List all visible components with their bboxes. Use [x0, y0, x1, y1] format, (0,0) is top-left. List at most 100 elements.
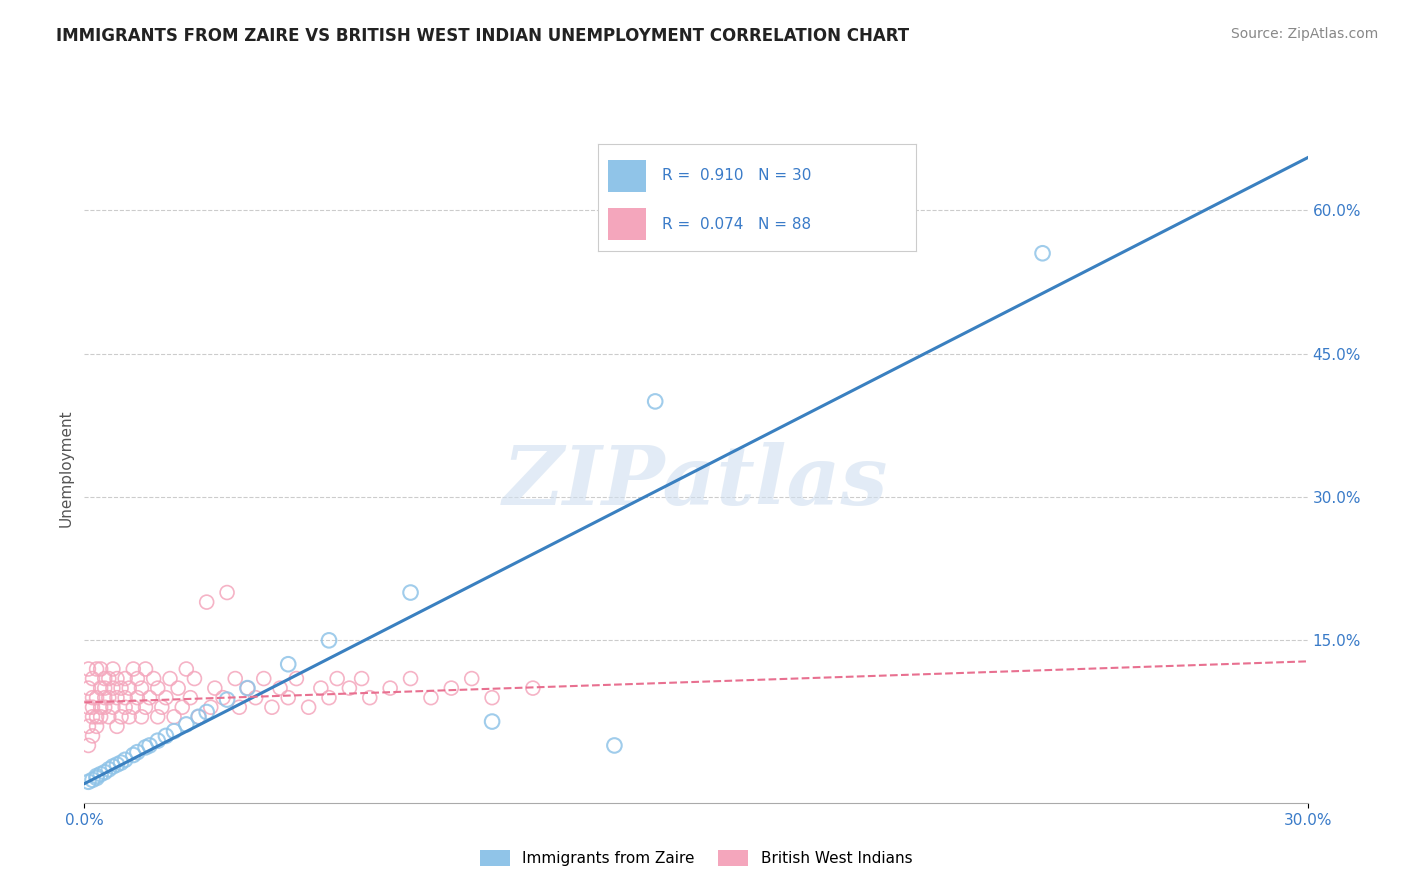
- Point: [82, 772, 104, 787]
- Point: [90, 700, 112, 714]
- Point: [217, 692, 239, 706]
- Point: [93, 690, 117, 705]
- Point: [110, 681, 132, 695]
- Point: [114, 700, 136, 714]
- Point: [105, 672, 128, 686]
- Point: [122, 747, 145, 762]
- Point: [138, 739, 160, 753]
- Point: [339, 681, 361, 695]
- Point: [90, 681, 112, 695]
- Point: [420, 690, 443, 705]
- Point: [90, 767, 112, 781]
- Point: [277, 657, 299, 672]
- Point: [167, 681, 190, 695]
- Point: [127, 672, 149, 686]
- Point: [309, 681, 332, 695]
- Point: [101, 700, 124, 714]
- Point: [236, 681, 259, 695]
- Text: IMMIGRANTS FROM ZAIRE VS BRITISH WEST INDIAN UNEMPLOYMENT CORRELATION CHART: IMMIGRANTS FROM ZAIRE VS BRITISH WEST IN…: [56, 27, 910, 45]
- Point: [461, 672, 484, 686]
- Point: [350, 672, 373, 686]
- Point: [228, 700, 250, 714]
- Point: [187, 710, 209, 724]
- Point: [127, 690, 149, 705]
- Point: [105, 690, 128, 705]
- Point: [101, 759, 124, 773]
- Point: [86, 719, 108, 733]
- Point: [481, 690, 503, 705]
- Point: [122, 700, 145, 714]
- Point: [176, 662, 198, 676]
- Point: [359, 690, 381, 705]
- Point: [86, 710, 108, 724]
- Point: [77, 774, 100, 789]
- Point: [90, 710, 112, 724]
- Point: [77, 739, 100, 753]
- Point: [253, 672, 276, 686]
- Point: [86, 690, 108, 705]
- Point: [163, 710, 186, 724]
- Point: [86, 662, 108, 676]
- Point: [245, 690, 267, 705]
- Point: [159, 672, 181, 686]
- Point: [318, 690, 340, 705]
- Point: [183, 672, 205, 686]
- Point: [163, 724, 186, 739]
- Point: [90, 662, 112, 676]
- Point: [236, 681, 259, 695]
- Point: [86, 771, 108, 785]
- Point: [481, 714, 503, 729]
- Point: [212, 690, 235, 705]
- Point: [82, 672, 104, 686]
- Point: [260, 700, 283, 714]
- Point: [93, 672, 117, 686]
- Point: [114, 753, 136, 767]
- Point: [110, 710, 132, 724]
- Point: [644, 394, 666, 409]
- Point: [179, 690, 201, 705]
- Point: [440, 681, 463, 695]
- Point: [146, 710, 169, 724]
- Point: [105, 757, 128, 772]
- Point: [298, 700, 321, 714]
- Point: [118, 710, 141, 724]
- Point: [93, 681, 117, 695]
- Point: [318, 633, 340, 648]
- Point: [114, 672, 136, 686]
- Point: [127, 745, 149, 759]
- Point: [86, 769, 108, 783]
- Point: [135, 700, 157, 714]
- Point: [195, 705, 218, 719]
- Point: [122, 662, 145, 676]
- Point: [77, 700, 100, 714]
- Point: [93, 700, 117, 714]
- Point: [82, 700, 104, 714]
- Point: [118, 681, 141, 695]
- Point: [399, 672, 422, 686]
- Point: [326, 672, 349, 686]
- Point: [131, 710, 153, 724]
- Point: [187, 710, 209, 724]
- Point: [97, 710, 120, 724]
- Text: Source: ZipAtlas.com: Source: ZipAtlas.com: [1230, 27, 1378, 41]
- Point: [135, 740, 157, 755]
- Point: [269, 681, 291, 695]
- Point: [101, 681, 124, 695]
- Point: [217, 585, 239, 599]
- Point: [77, 662, 100, 676]
- Point: [277, 690, 299, 705]
- Point: [82, 710, 104, 724]
- Point: [97, 690, 120, 705]
- Point: [105, 719, 128, 733]
- Point: [195, 595, 218, 609]
- Point: [142, 672, 165, 686]
- Point: [155, 690, 177, 705]
- Point: [224, 672, 246, 686]
- Point: [603, 739, 626, 753]
- Point: [131, 681, 153, 695]
- Point: [146, 681, 169, 695]
- Text: ZIPatlas: ZIPatlas: [503, 442, 889, 522]
- Point: [200, 700, 222, 714]
- Point: [146, 733, 169, 747]
- Point: [138, 690, 160, 705]
